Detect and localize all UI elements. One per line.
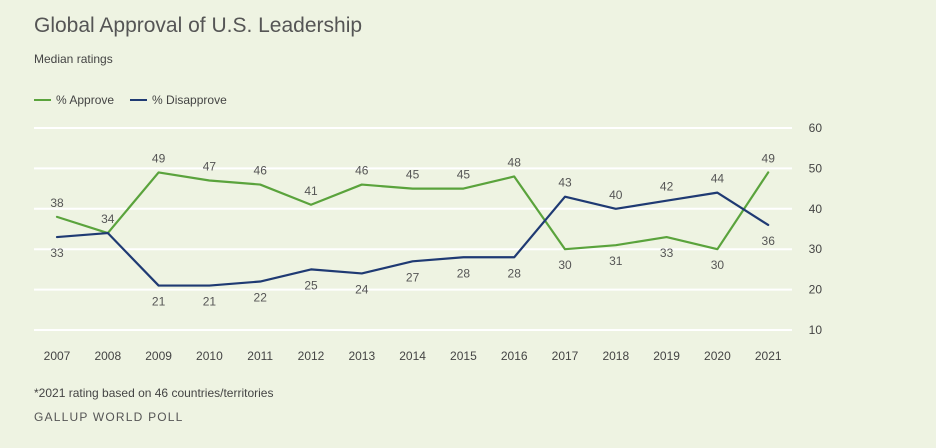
series-line-approve: [55, 171, 770, 251]
legend-swatch-approve: [34, 99, 51, 101]
source-label: GALLUP WORLD POLL: [34, 410, 184, 424]
x-tick-label: 2015: [450, 349, 477, 363]
data-label-disapprove: 42: [660, 180, 674, 194]
data-label-approve: 49: [762, 151, 776, 165]
data-label-approve: 47: [203, 160, 217, 174]
y-tick-label: 60: [809, 121, 823, 135]
x-tick-label: 2014: [399, 349, 426, 363]
data-label-approve: 34: [101, 212, 115, 226]
x-tick-label: 2018: [602, 349, 629, 363]
y-tick-label: 40: [809, 202, 823, 216]
data-label-approve: 49: [152, 151, 166, 165]
data-label-approve: 38: [50, 196, 64, 210]
data-label-approve: 45: [406, 168, 420, 182]
x-tick-label: 2013: [348, 349, 375, 363]
legend-swatch-disapprove: [130, 99, 148, 101]
chart-subtitle: Median ratings: [34, 52, 113, 66]
x-tick-label: 2008: [94, 349, 121, 363]
y-tick-label: 50: [809, 161, 823, 175]
data-label-disapprove: 43: [558, 176, 572, 190]
data-label-disapprove: 25: [304, 278, 318, 292]
data-label-disapprove: 21: [152, 295, 166, 309]
x-tick-label: 2012: [298, 349, 325, 363]
x-tick-label: 2020: [704, 349, 731, 363]
data-label-disapprove: 44: [711, 172, 725, 186]
data-label-approve: 41: [304, 184, 318, 198]
x-tick-label: 2010: [196, 349, 223, 363]
data-label-disapprove: 27: [406, 270, 420, 284]
x-tick-label: 2019: [653, 349, 680, 363]
x-tick-label: 2011: [247, 349, 273, 363]
legend-item-approve: % Approve: [34, 93, 114, 107]
data-label-approve: 46: [254, 164, 268, 178]
data-label-disapprove: 36: [762, 234, 776, 248]
legend-label-approve: % Approve: [56, 93, 115, 107]
data-label-disapprove: 28: [457, 266, 471, 280]
data-label-disapprove: 21: [203, 295, 217, 309]
data-label-disapprove: 22: [254, 291, 268, 305]
data-label-approve: 30: [558, 258, 572, 272]
legend-item-disapprove: % Disapprove: [130, 93, 227, 107]
data-label-disapprove: 28: [508, 266, 522, 280]
data-label-disapprove: 33: [50, 246, 64, 260]
data-label-approve: 45: [457, 168, 471, 182]
data-label-approve: 33: [660, 246, 674, 260]
x-tick-label: 2007: [44, 349, 71, 363]
y-tick-label: 30: [809, 242, 823, 256]
y-tick-label: 10: [809, 323, 823, 337]
chart-legend: % Approve % Disapprove: [34, 93, 243, 107]
x-tick-label: 2016: [501, 349, 528, 363]
y-tick-label: 20: [809, 283, 823, 297]
series-line-disapprove: [55, 191, 770, 287]
data-label-approve: 48: [508, 155, 522, 169]
data-label-approve: 30: [711, 258, 725, 272]
x-tick-label: 2017: [552, 349, 579, 363]
legend-label-disapprove: % Disapprove: [152, 93, 227, 107]
data-label-approve: 31: [609, 254, 623, 268]
chart-title: Global Approval of U.S. Leadership: [34, 14, 363, 37]
x-tick-label: 2021: [755, 349, 782, 363]
x-tick-label: 2009: [145, 349, 172, 363]
data-label-approve: 46: [355, 164, 369, 178]
footnote: *2021 rating based on 46 countries/terri…: [34, 386, 274, 400]
data-label-disapprove: 40: [609, 188, 623, 202]
data-label-disapprove: 24: [355, 282, 369, 296]
